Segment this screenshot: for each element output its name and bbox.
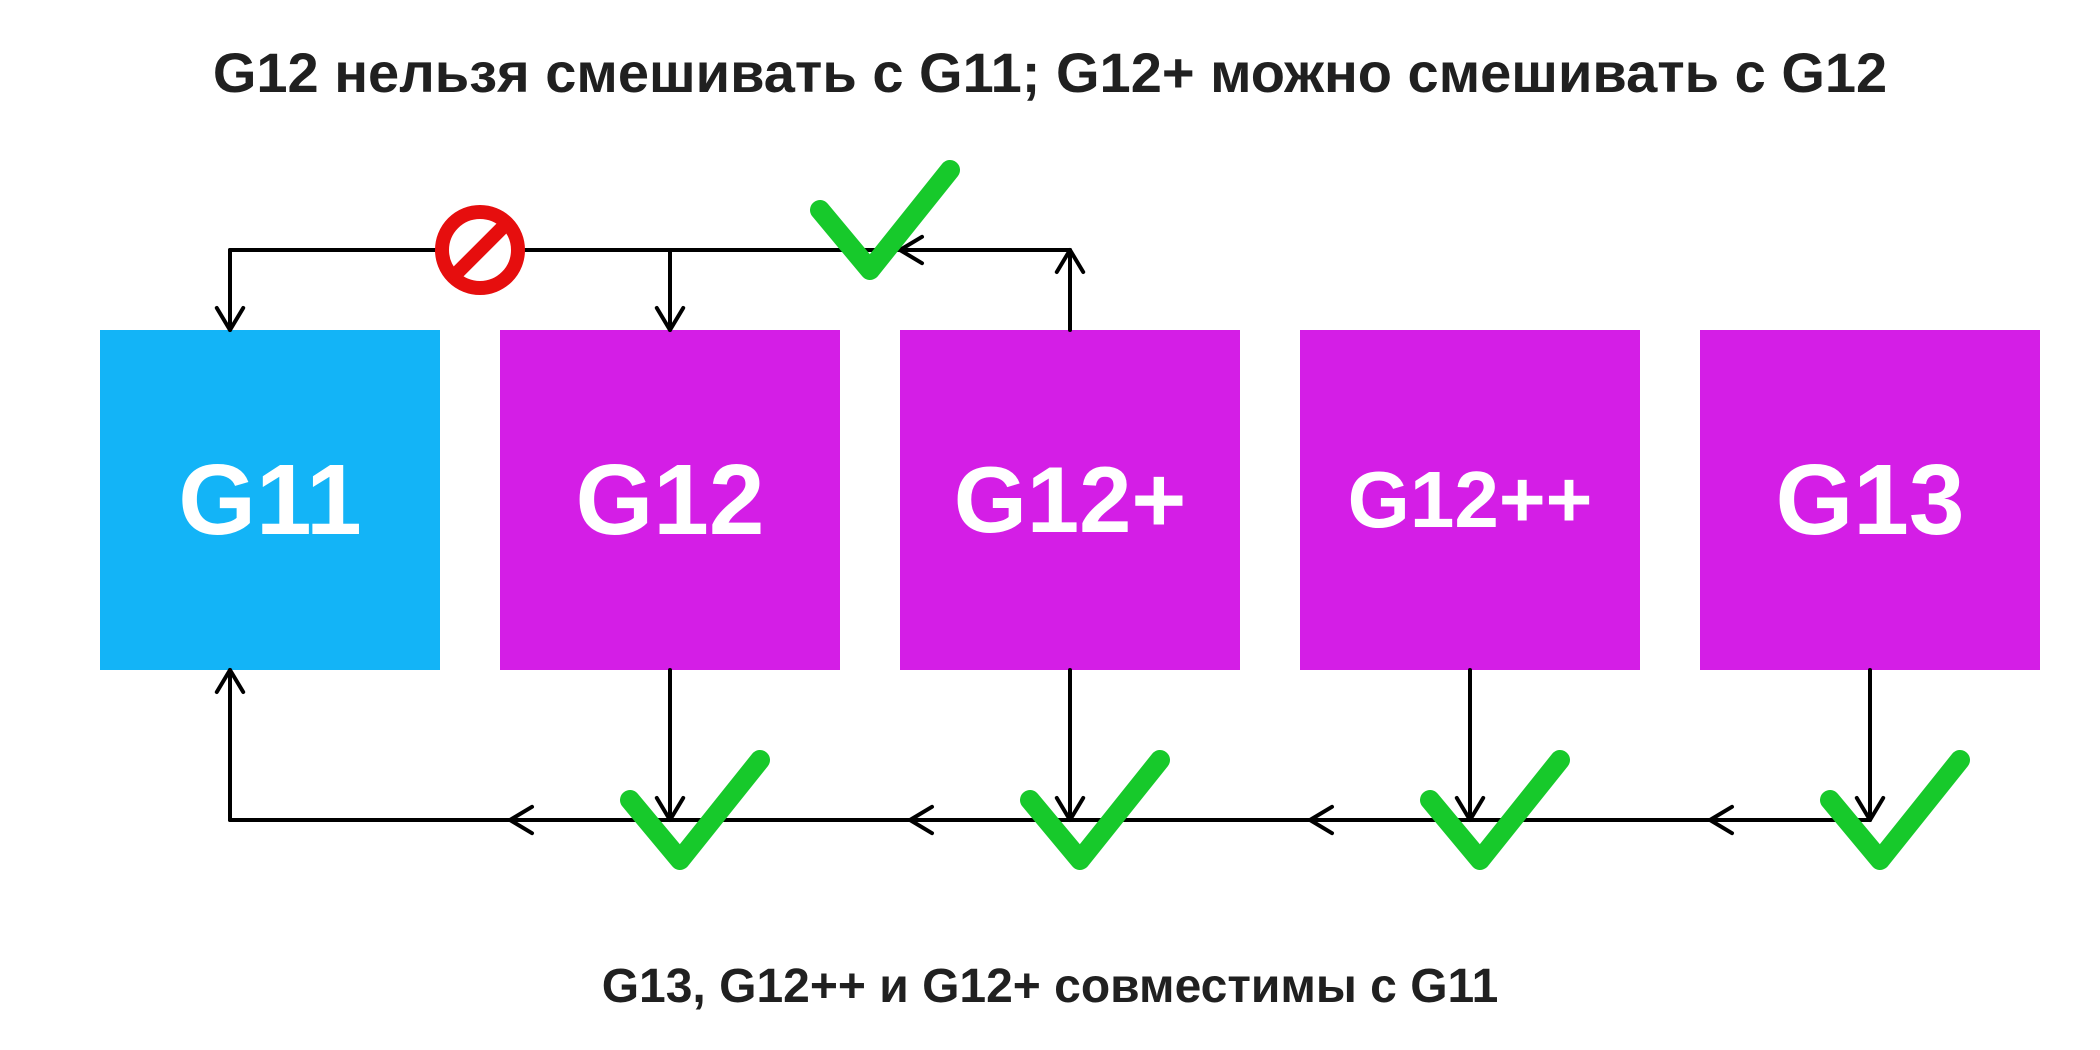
node-g11: G11 xyxy=(100,330,440,670)
diagram-subtitle: G13, G12++ и G12+ совместимы с G11 xyxy=(0,959,2100,1014)
node-g12p: G12+ xyxy=(900,330,1240,670)
node-g12: G12 xyxy=(500,330,840,670)
node-g13: G13 xyxy=(1700,330,2040,670)
node-g12p-label: G12+ xyxy=(954,446,1187,554)
diagram-title: G12 нельзя смешивать с G11; G12+ можно с… xyxy=(0,40,2100,105)
node-g12pp: G12++ xyxy=(1300,330,1640,670)
node-g12pp-label: G12++ xyxy=(1348,454,1593,546)
node-g11-label: G11 xyxy=(178,443,362,558)
node-g12-label: G12 xyxy=(575,443,764,558)
node-g13-label: G13 xyxy=(1775,443,1964,558)
